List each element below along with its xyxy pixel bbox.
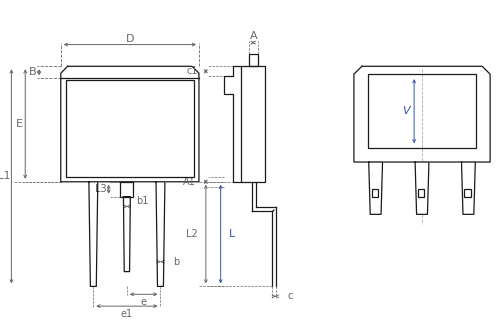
Text: B: B: [30, 67, 37, 77]
Text: e: e: [140, 297, 146, 307]
Bar: [242, 66, 265, 182]
Polygon shape: [124, 197, 130, 272]
Bar: [66, 80, 194, 177]
Bar: [120, 182, 134, 197]
Bar: [249, 54, 258, 66]
Text: b: b: [174, 257, 180, 267]
Text: A: A: [250, 31, 257, 41]
Polygon shape: [156, 182, 165, 286]
Bar: [372, 189, 378, 197]
Text: b1: b1: [136, 196, 148, 206]
Text: c: c: [288, 291, 293, 301]
Text: L2: L2: [186, 229, 198, 239]
Text: D: D: [126, 34, 134, 44]
Text: L: L: [228, 229, 235, 239]
Text: V: V: [402, 106, 410, 116]
Text: E: E: [16, 119, 23, 129]
Bar: [368, 74, 476, 148]
Text: c1: c1: [186, 66, 198, 76]
Text: e1: e1: [121, 309, 133, 319]
Bar: [418, 189, 424, 197]
Polygon shape: [89, 182, 98, 286]
Text: A1: A1: [183, 177, 196, 187]
Polygon shape: [368, 162, 382, 214]
Text: L3: L3: [95, 184, 106, 194]
Text: L1: L1: [0, 171, 10, 182]
Bar: [464, 189, 471, 197]
Polygon shape: [354, 66, 490, 162]
Polygon shape: [415, 162, 429, 214]
Polygon shape: [462, 162, 475, 214]
Polygon shape: [61, 66, 199, 182]
